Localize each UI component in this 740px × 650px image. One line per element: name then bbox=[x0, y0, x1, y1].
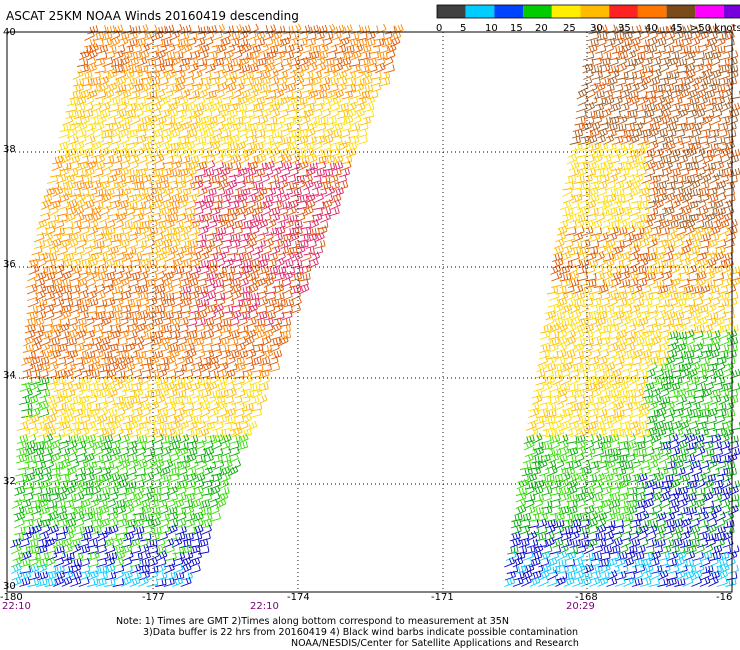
longitude-label: -180 bbox=[0, 592, 23, 603]
latitude-label: 34 bbox=[3, 370, 16, 381]
legend-swatch bbox=[695, 5, 724, 18]
legend-swatch bbox=[551, 5, 581, 18]
legend-label: >50 knots bbox=[690, 23, 740, 34]
legend-swatch bbox=[437, 5, 466, 18]
time-label: 22:10 bbox=[2, 601, 31, 612]
legend-label: 20 bbox=[535, 23, 548, 34]
legend-border bbox=[436, 4, 740, 19]
legend-label: 30 bbox=[590, 23, 603, 34]
latitude-label: 38 bbox=[3, 144, 16, 155]
map-title: ASCAT 25KM NOAA Winds 20160419 descendin… bbox=[6, 9, 299, 23]
legend-label: 25 bbox=[563, 23, 576, 34]
legend-swatch bbox=[666, 5, 696, 18]
note-line-2: 3)Data buffer is 22 hrs from 20160419 4)… bbox=[143, 627, 579, 638]
legend-swatch bbox=[494, 5, 524, 18]
note-line-3: NOAA/NESDIS/Center for Satellite Applica… bbox=[291, 638, 579, 649]
map-frame bbox=[6, 31, 733, 593]
wind-speed-legend: 0 5 10 15 20 25 30 35 40 45 >50 knots bbox=[436, 4, 740, 34]
latitude-label: 40 bbox=[3, 27, 16, 38]
wind-barb-layer bbox=[10, 23, 740, 587]
legend-label: 15 bbox=[510, 23, 523, 34]
longitude-label: -16 bbox=[716, 592, 732, 603]
latitude-label: 32 bbox=[3, 476, 16, 487]
legend-swatch bbox=[609, 5, 638, 18]
note-line-1: Note: 1) Times are GMT 2)Times along bot… bbox=[116, 616, 509, 627]
latitude-label: 36 bbox=[3, 259, 16, 270]
legend-label: 45 bbox=[670, 23, 683, 34]
legend-label: 5 bbox=[460, 23, 466, 34]
longitude-label: -177 bbox=[142, 592, 165, 603]
legend-swatch bbox=[637, 5, 667, 18]
lat-lon-grid bbox=[7, 32, 732, 592]
legend-label: 0 bbox=[436, 23, 442, 34]
longitude-label: -171 bbox=[431, 592, 454, 603]
legend-swatch bbox=[523, 5, 552, 18]
longitude-label: -174 bbox=[287, 592, 310, 603]
legend-label: 40 bbox=[645, 23, 658, 34]
time-label: 20:29 bbox=[566, 601, 595, 612]
axis-labels: 40 38 36 34 32 30-180 -177 -174 -171 -168 -16 22:10… bbox=[0, 27, 732, 612]
legend-label: 35 bbox=[618, 23, 631, 34]
legend-swatch bbox=[724, 5, 740, 18]
time-label: 22:10 bbox=[250, 601, 279, 612]
longitude-label: -168 bbox=[575, 592, 598, 603]
legend-swatch bbox=[580, 5, 610, 18]
legend-swatch bbox=[465, 5, 495, 18]
latitude-label: 30 bbox=[3, 581, 16, 592]
legend-label: 10 bbox=[485, 23, 498, 34]
